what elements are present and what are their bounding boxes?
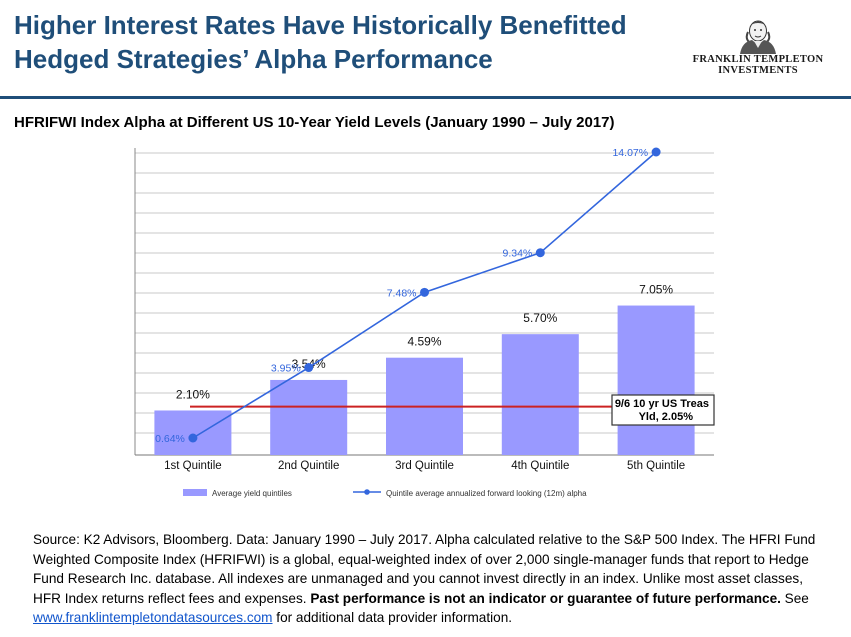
performance-disclaimer: Past performance is not an indicator or … bbox=[310, 590, 781, 606]
legend-line-label: Quintile average annualized forward look… bbox=[386, 489, 587, 498]
bar-data-label: 4.59% bbox=[407, 335, 441, 349]
alpha-data-point bbox=[420, 287, 429, 297]
title-line-2: Hedged Strategies’ Alpha Performance bbox=[14, 44, 493, 74]
logo-line-2: INVESTMENTS bbox=[718, 65, 798, 76]
alpha-data-label: 0.64% bbox=[155, 433, 185, 445]
alpha-data-point bbox=[651, 147, 661, 157]
combo-chart: 2.10%3.54%4.59%5.70%7.05%1st Quintile2nd… bbox=[134, 147, 715, 498]
bar-data-label: 7.05% bbox=[639, 283, 673, 297]
bar-data-label: 5.70% bbox=[523, 311, 557, 325]
x-tick-label: 3rd Quintile bbox=[395, 460, 454, 472]
franklin-templeton-logo: FRANKLIN TEMPLETON INVESTMENTS bbox=[688, 18, 828, 88]
see-text: See bbox=[780, 590, 809, 606]
reference-label-box bbox=[611, 394, 715, 426]
alpha-data-point bbox=[304, 363, 314, 373]
portrait-icon bbox=[740, 20, 776, 54]
reference-label-line-2: Yld, 2.05% bbox=[639, 411, 694, 423]
alpha-data-label: 7.48% bbox=[387, 287, 417, 299]
source-text: Source: K2 Advisors, Bloomberg. Data: Ja… bbox=[33, 532, 816, 606]
alpha-data-label: 14.07% bbox=[612, 147, 648, 159]
bar-data-label: 2.10% bbox=[176, 387, 210, 401]
source-note: Source: K2 Advisors, Bloomberg. Data: Ja… bbox=[33, 530, 833, 628]
bar bbox=[154, 410, 232, 455]
alpha-data-point bbox=[535, 248, 545, 258]
reference-label-line-1: 9/6 10 yr US Treas bbox=[615, 398, 709, 410]
alpha-data-label: 3.95% bbox=[271, 363, 301, 375]
bar bbox=[270, 379, 348, 455]
x-tick-label: 5th Quintile bbox=[627, 460, 685, 472]
bar bbox=[501, 334, 579, 455]
x-tick-label: 4th Quintile bbox=[511, 460, 569, 472]
header-divider bbox=[0, 96, 851, 99]
legend-bar-label: Average yield quintiles bbox=[212, 489, 292, 498]
alpha-data-point bbox=[188, 433, 198, 443]
after-link-text: for additional data provider information… bbox=[272, 610, 513, 625]
logo-line-1: FRANKLIN TEMPLETON bbox=[692, 54, 824, 65]
title-line-1: Higher Interest Rates Have Historically … bbox=[14, 10, 627, 40]
x-tick-label: 2nd Quintile bbox=[278, 460, 339, 472]
bar bbox=[617, 305, 695, 455]
legend-line-marker bbox=[364, 489, 370, 495]
page-title: Higher Interest Rates Have Historically … bbox=[14, 8, 694, 76]
alpha-data-label: 9.34% bbox=[503, 248, 533, 260]
chart-title: HFRIFWI Index Alpha at Different US 10-Y… bbox=[14, 114, 615, 131]
legend-bar-swatch bbox=[183, 489, 207, 496]
x-tick-label: 1st Quintile bbox=[164, 460, 222, 472]
data-sources-link[interactable]: www.franklintempletondatasources.com bbox=[33, 610, 273, 625]
